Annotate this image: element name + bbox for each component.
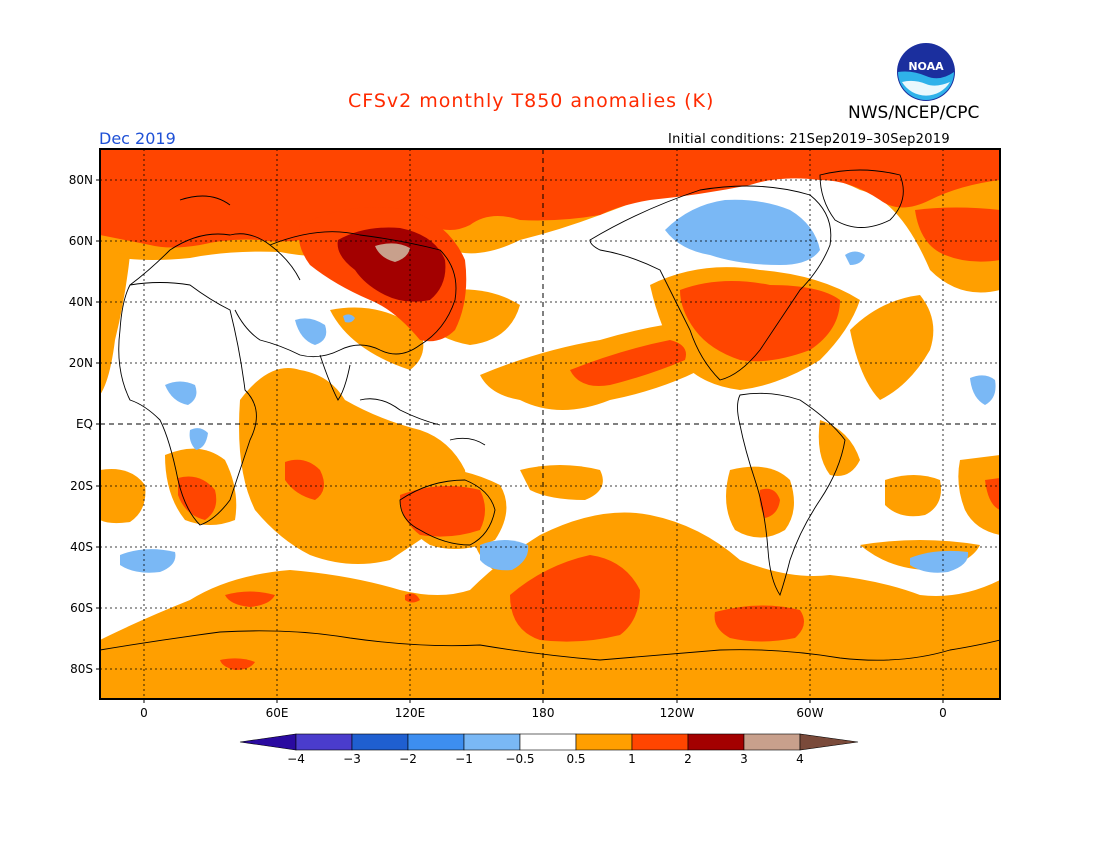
lon-label: 120W	[659, 706, 695, 720]
colorbar-label: −1	[455, 752, 473, 766]
colorbar-label: 0.5	[566, 752, 586, 766]
agency-label: NWS/NCEP/CPC	[848, 103, 980, 123]
lat-label: 80S	[70, 662, 93, 676]
colorbar-label: 3	[740, 752, 748, 766]
colorbar-label: 1	[628, 752, 636, 766]
lon-label: 120E	[394, 706, 426, 720]
map-title: CFSv2 monthly T850 anomalies (K)	[348, 90, 715, 112]
lat-label: 80N	[68, 173, 93, 187]
lat-label: 20N	[68, 356, 93, 370]
colorbar-label: −2	[399, 752, 417, 766]
forecast-month: Dec 2019	[99, 129, 176, 148]
initial-conditions: Initial conditions: 21Sep2019–30Sep2019	[668, 132, 950, 147]
lat-label: 40S	[70, 540, 93, 554]
equator-dateline	[100, 149, 1000, 699]
colorbar-label: 2	[684, 752, 692, 766]
lat-label: 20S	[70, 479, 93, 493]
axis-ticks	[96, 179, 944, 703]
lat-label: 60S	[70, 601, 93, 615]
colorbar	[239, 733, 859, 751]
lon-label: 180	[531, 706, 555, 720]
colorbar-label: −3	[343, 752, 361, 766]
lon-label: 0	[140, 706, 148, 720]
lat-label: 40N	[68, 295, 93, 309]
lon-label: 60E	[265, 706, 289, 720]
lon-label: 0	[939, 706, 947, 720]
colorbar-label: 4	[796, 752, 804, 766]
colorbar-label: −4	[287, 752, 305, 766]
lon-label: 60W	[796, 706, 824, 720]
colorbar-label: −0.5	[505, 752, 535, 766]
lat-label: 60N	[68, 234, 93, 248]
lat-label: EQ	[75, 417, 93, 431]
noaa-logo: NOAA	[897, 43, 955, 101]
svg-text:NOAA: NOAA	[908, 60, 944, 73]
